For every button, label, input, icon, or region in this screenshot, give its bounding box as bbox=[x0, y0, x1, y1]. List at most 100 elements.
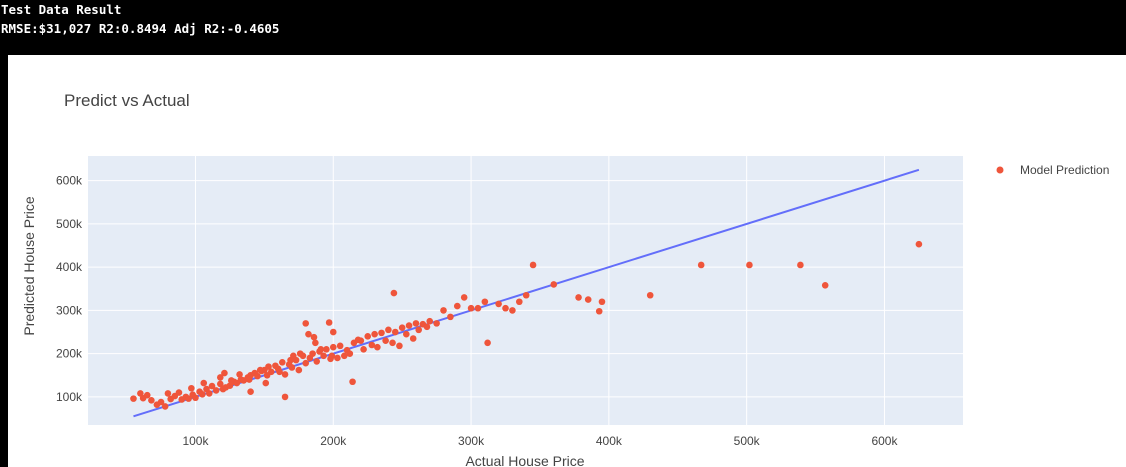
scatter-point[interactable] bbox=[697, 261, 705, 269]
scatter-point[interactable] bbox=[236, 371, 243, 378]
scatter-point[interactable] bbox=[368, 341, 376, 349]
scatter-point[interactable] bbox=[192, 394, 199, 402]
scatter-point[interactable] bbox=[161, 403, 169, 410]
scatter-point[interactable] bbox=[495, 300, 502, 308]
scatter-point[interactable] bbox=[415, 326, 423, 334]
scatter-point[interactable] bbox=[281, 371, 289, 378]
scatter-point[interactable] bbox=[481, 298, 489, 306]
scatter-point[interactable] bbox=[405, 322, 413, 329]
scatter-point[interactable] bbox=[302, 320, 310, 327]
legend[interactable]: Model Prediction bbox=[996, 163, 1110, 177]
scatter-point[interactable] bbox=[328, 352, 336, 360]
scatter-point[interactable] bbox=[915, 240, 923, 248]
scatter-point[interactable] bbox=[474, 304, 482, 312]
scatter-point[interactable] bbox=[467, 304, 475, 312]
scatter-point[interactable] bbox=[262, 379, 270, 387]
scatter-point[interactable] bbox=[281, 393, 289, 401]
scatter-point[interactable] bbox=[529, 261, 537, 269]
scatter-point[interactable] bbox=[334, 354, 341, 362]
scatter-point[interactable] bbox=[346, 350, 354, 357]
scatter-point[interactable] bbox=[175, 389, 183, 396]
scatter-point[interactable] bbox=[278, 358, 286, 366]
scatter-point[interactable] bbox=[247, 388, 254, 395]
scatter-point[interactable] bbox=[185, 395, 192, 402]
scatter-point[interactable] bbox=[460, 294, 468, 301]
scatter-point[interactable] bbox=[336, 342, 344, 350]
scatter-point[interactable] bbox=[378, 329, 385, 337]
scatter-point[interactable] bbox=[354, 336, 362, 344]
scatter-point[interactable] bbox=[821, 282, 829, 289]
scatter-point[interactable] bbox=[309, 350, 316, 357]
scatter-point[interactable] bbox=[484, 339, 491, 347]
scatter-point[interactable] bbox=[575, 294, 582, 301]
scatter-point[interactable] bbox=[746, 261, 753, 269]
scatter-point[interactable] bbox=[256, 366, 264, 374]
scatter-point[interactable] bbox=[329, 328, 337, 336]
scatter-point[interactable] bbox=[188, 384, 195, 392]
scatter-point[interactable] bbox=[502, 304, 509, 312]
scatter-point[interactable] bbox=[148, 397, 155, 404]
scatter-point[interactable] bbox=[267, 368, 275, 376]
scatter-point[interactable] bbox=[595, 307, 603, 315]
scatter-point[interactable] bbox=[216, 380, 224, 388]
scatter-point[interactable] bbox=[296, 350, 304, 357]
scatter-point[interactable] bbox=[276, 368, 283, 376]
scatter-point[interactable] bbox=[515, 298, 523, 306]
scatter-point[interactable] bbox=[164, 390, 172, 397]
scatter-point[interactable] bbox=[265, 363, 272, 370]
scatter-point[interactable] bbox=[228, 377, 235, 384]
scatter-point[interactable] bbox=[302, 359, 310, 367]
scatter-point[interactable] bbox=[447, 313, 454, 321]
scatter-point[interactable] bbox=[584, 296, 592, 303]
scatter-point[interactable] bbox=[216, 374, 224, 381]
scatter-point[interactable] bbox=[423, 323, 431, 331]
scatter-point[interactable] bbox=[245, 376, 253, 383]
scatter-points[interactable] bbox=[130, 240, 923, 410]
scatter-point[interactable] bbox=[221, 369, 228, 377]
scatter-point[interactable] bbox=[433, 320, 440, 327]
scatter-point[interactable] bbox=[382, 337, 389, 344]
scatter-point[interactable] bbox=[391, 328, 399, 336]
scatter-point[interactable] bbox=[440, 307, 447, 314]
scatter-point[interactable] bbox=[389, 339, 396, 347]
scatter-point[interactable] bbox=[453, 302, 461, 310]
scatter-point[interactable] bbox=[290, 352, 297, 360]
scatter-point[interactable] bbox=[143, 391, 151, 399]
scatter-point[interactable] bbox=[157, 398, 165, 406]
scatter-point[interactable] bbox=[323, 346, 330, 353]
scatter-point[interactable] bbox=[320, 352, 327, 360]
scatter-point[interactable] bbox=[226, 382, 234, 389]
scatter-point[interactable] bbox=[205, 390, 213, 397]
scatter-point[interactable] bbox=[130, 395, 137, 402]
scatter-point[interactable] bbox=[312, 339, 319, 347]
scatter-point[interactable] bbox=[403, 330, 410, 338]
scatter-point[interactable] bbox=[310, 333, 318, 341]
scatter-point[interactable] bbox=[313, 358, 321, 365]
scatter-point[interactable] bbox=[340, 352, 348, 360]
scatter-point[interactable] bbox=[325, 319, 333, 326]
scatter-point[interactable] bbox=[646, 291, 654, 299]
scatter-point[interactable] bbox=[374, 343, 381, 351]
scatter-point[interactable] bbox=[200, 379, 208, 387]
scatter-point[interactable] bbox=[349, 378, 356, 386]
scatter-point[interactable] bbox=[797, 261, 804, 269]
scatter-point[interactable] bbox=[254, 372, 261, 380]
scatter-point[interactable] bbox=[305, 330, 312, 338]
scatter-point[interactable] bbox=[317, 346, 325, 353]
scatter-point[interactable] bbox=[385, 326, 392, 334]
scatter-point[interactable] bbox=[550, 281, 558, 288]
scatter-point[interactable] bbox=[288, 364, 296, 371]
scatter-point[interactable] bbox=[390, 289, 398, 297]
scatter-point[interactable] bbox=[212, 387, 220, 394]
scatter-point[interactable] bbox=[398, 324, 406, 331]
scatter-point[interactable] bbox=[409, 335, 417, 342]
scatter-point[interactable] bbox=[426, 317, 434, 325]
scatter-point[interactable] bbox=[371, 330, 378, 338]
scatter-point[interactable] bbox=[522, 291, 530, 299]
scatter-point[interactable] bbox=[412, 320, 420, 327]
scatter-point[interactable] bbox=[364, 333, 372, 340]
scatter-point[interactable] bbox=[208, 382, 216, 390]
scatter-point[interactable] bbox=[199, 390, 206, 398]
scatter-point[interactable] bbox=[329, 343, 337, 351]
scatter-point[interactable] bbox=[360, 346, 367, 353]
